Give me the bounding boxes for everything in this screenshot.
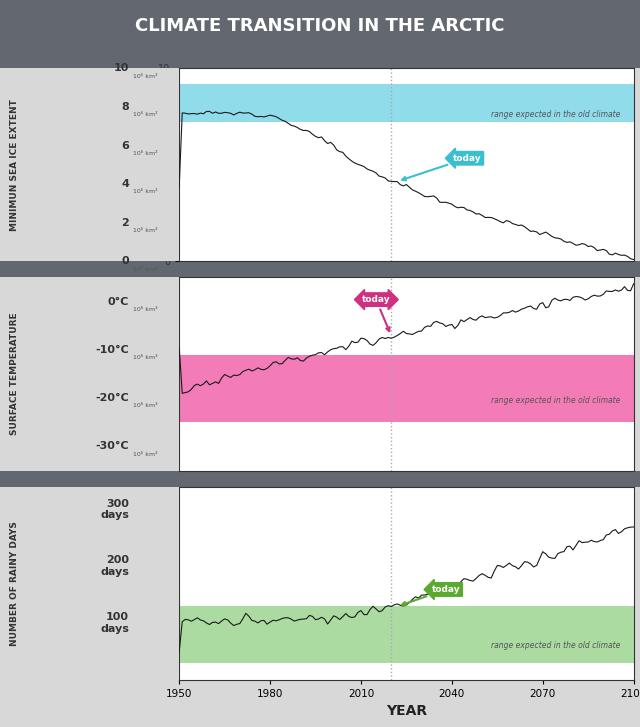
Text: 0: 0	[122, 257, 129, 267]
Text: today: today	[402, 585, 460, 606]
Text: 10⁶ km²: 10⁶ km²	[132, 403, 157, 409]
Bar	[179, 84, 634, 122]
Text: 8: 8	[121, 102, 129, 112]
Text: MINIMUN SEA ICE EXTENT: MINIMUN SEA ICE EXTENT	[10, 99, 19, 231]
Text: 100
days: 100 days	[100, 612, 129, 634]
Text: CLIMATE TRANSITION IN THE ARCTIC: CLIMATE TRANSITION IN THE ARCTIC	[135, 17, 505, 35]
Text: 10⁶ km²: 10⁶ km²	[132, 190, 157, 194]
Text: 300
days: 300 days	[100, 499, 129, 520]
Text: 6: 6	[121, 140, 129, 150]
Text: today: today	[362, 295, 390, 331]
Text: NUMBER OF RAINY DAYS: NUMBER OF RAINY DAYS	[10, 521, 19, 646]
Text: 10⁶ km²: 10⁶ km²	[132, 451, 157, 457]
Text: 10⁶ km²: 10⁶ km²	[132, 307, 157, 312]
Text: -30°C: -30°C	[95, 441, 129, 451]
Text: 200
days: 200 days	[100, 555, 129, 577]
X-axis label: YEAR: YEAR	[386, 704, 427, 718]
Text: 4: 4	[121, 180, 129, 189]
Text: range expected in the old climate: range expected in the old climate	[491, 395, 620, 405]
Text: 10⁶ km²: 10⁶ km²	[132, 267, 157, 272]
Text: 0°C: 0°C	[108, 297, 129, 307]
Text: 10: 10	[114, 63, 129, 73]
Text: 10⁶ km²: 10⁶ km²	[132, 355, 157, 360]
Text: -20°C: -20°C	[95, 393, 129, 403]
Text: -10°C: -10°C	[95, 345, 129, 355]
Text: 10⁶ km²: 10⁶ km²	[132, 150, 157, 156]
Text: today: today	[402, 153, 481, 180]
Text: SURFACE TEMPERATURE: SURFACE TEMPERATURE	[10, 313, 19, 435]
Bar	[179, 355, 634, 422]
Bar	[179, 606, 634, 663]
Text: range expected in the old climate: range expected in the old climate	[491, 111, 620, 119]
Text: 2: 2	[121, 218, 129, 228]
Text: 10⁶ km²: 10⁶ km²	[132, 228, 157, 233]
Text: 10⁶ km²: 10⁶ km²	[132, 73, 157, 79]
Text: 10⁶ km²: 10⁶ km²	[132, 112, 157, 117]
Text: range expected in the old climate: range expected in the old climate	[491, 641, 620, 651]
